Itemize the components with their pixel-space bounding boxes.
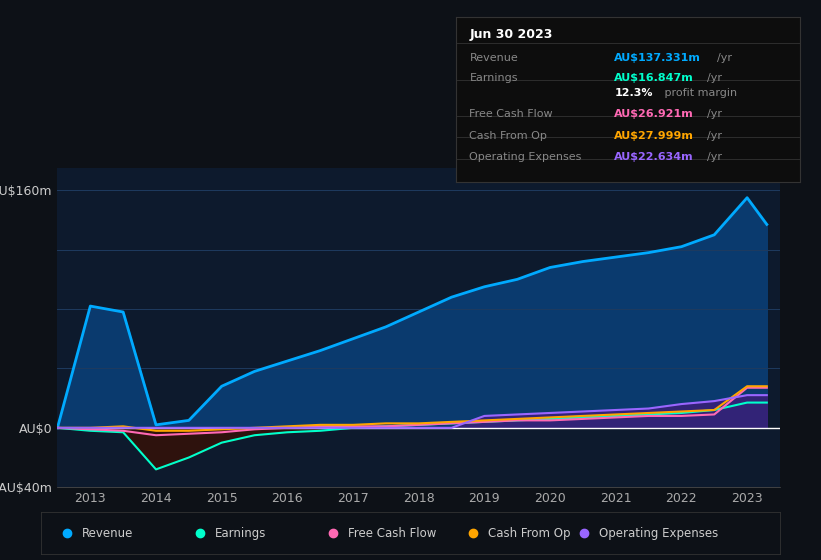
Text: /yr: /yr (717, 53, 732, 63)
Text: profit margin: profit margin (661, 88, 737, 98)
Text: Operating Expenses: Operating Expenses (470, 152, 582, 162)
Text: AU$137.331m: AU$137.331m (614, 53, 701, 63)
Text: Operating Expenses: Operating Expenses (599, 527, 718, 540)
Text: AU$27.999m: AU$27.999m (614, 131, 694, 141)
Text: AU$16.847m: AU$16.847m (614, 73, 694, 83)
Text: Cash From Op: Cash From Op (488, 527, 571, 540)
Text: Revenue: Revenue (82, 527, 133, 540)
Text: AU$26.921m: AU$26.921m (614, 109, 694, 119)
Text: /yr: /yr (708, 152, 722, 162)
Text: Jun 30 2023: Jun 30 2023 (470, 29, 553, 41)
Text: Earnings: Earnings (470, 73, 518, 83)
Text: Cash From Op: Cash From Op (470, 131, 548, 141)
Text: AU$22.634m: AU$22.634m (614, 152, 694, 162)
Text: Earnings: Earnings (215, 527, 266, 540)
Text: /yr: /yr (708, 131, 722, 141)
Text: Free Cash Flow: Free Cash Flow (470, 109, 553, 119)
Text: 12.3%: 12.3% (614, 88, 653, 98)
Text: /yr: /yr (708, 109, 722, 119)
Text: /yr: /yr (708, 73, 722, 83)
Text: Revenue: Revenue (470, 53, 518, 63)
Text: Free Cash Flow: Free Cash Flow (348, 527, 436, 540)
